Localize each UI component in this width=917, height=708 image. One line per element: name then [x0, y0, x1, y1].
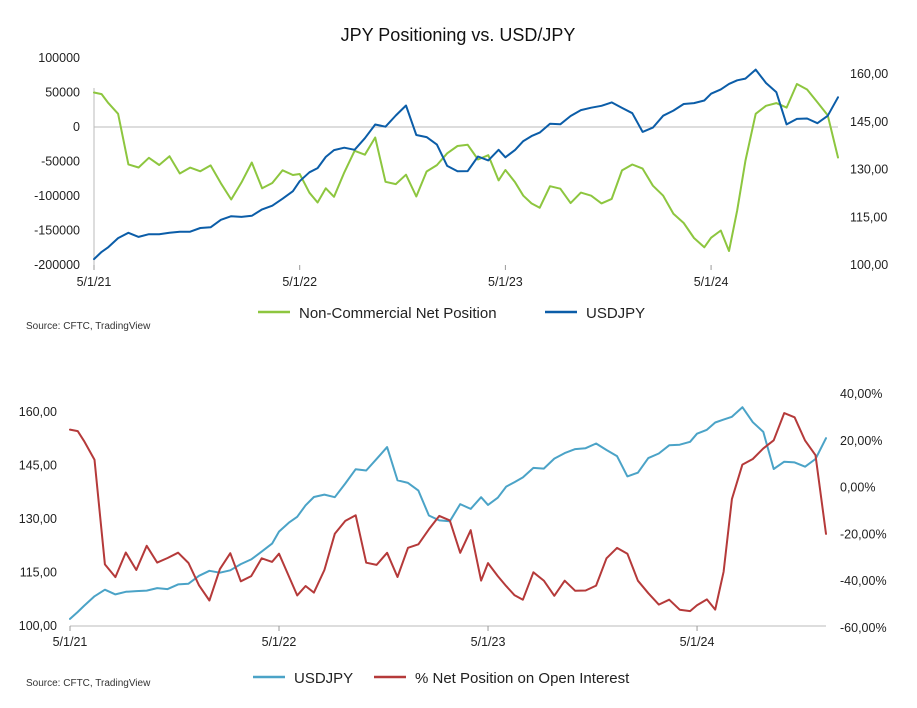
- right-axis-tick-label: 40,00%: [840, 387, 882, 401]
- right-axis-tick-label: 145,00: [850, 115, 888, 129]
- x-axis-tick-label: 5/1/21: [77, 275, 112, 289]
- left-axis-tick-label: 160,00: [19, 405, 57, 419]
- top-right-axis-ticks: 160,00 145,00 130,00 115,00 100,00: [850, 67, 888, 272]
- bottom-legend: USDJPY % Net Position on Open Interest: [253, 670, 630, 687]
- right-axis-tick-label: 20,00%: [840, 434, 882, 448]
- right-axis-tick-label: 160,00: [850, 67, 888, 81]
- right-axis-tick-label: 115,00: [850, 210, 887, 224]
- x-axis-tick-label: 5/1/21: [53, 635, 88, 649]
- bottom-series-group: [69, 406, 827, 620]
- x-axis-tick-label: 5/1/24: [680, 635, 715, 649]
- bottom-right-axis-ticks: 40,00% 20,00% 0,00% -20,00% -40,00% -60,00%: [840, 387, 887, 635]
- legend-label-usdjpy: USDJPY: [586, 305, 645, 322]
- top-series-group: [93, 68, 839, 261]
- left-axis-tick-label: 100,00: [19, 619, 57, 633]
- right-axis-tick-label: -40,00%: [840, 574, 887, 588]
- top-legend: Non-Commercial Net Position USDJPY: [258, 305, 645, 322]
- x-axis-tick-label: 5/1/23: [471, 635, 506, 649]
- legend-label-usdjpy: USDJPY: [294, 670, 353, 687]
- bottom-x-axis-ticks: 5/1/21 5/1/22 5/1/23 5/1/24: [53, 626, 715, 649]
- series-line-usdjpy: [69, 406, 827, 620]
- x-axis-tick-label: 5/1/22: [282, 275, 317, 289]
- x-axis-tick-label: 5/1/24: [694, 275, 729, 289]
- top-x-axis-ticks: 5/1/21 5/1/22 5/1/23 5/1/24: [77, 265, 729, 289]
- series-line-net-position-on-open-interest: [69, 412, 827, 613]
- left-axis-tick-label: 145,00: [19, 459, 57, 473]
- right-axis-tick-label: 0,00%: [840, 481, 875, 495]
- x-axis-tick-label: 5/1/22: [262, 635, 297, 649]
- top-chart: JPY Positioning vs. USD/JPY 100000 50000 0…: [26, 25, 888, 332]
- source-note: Source: CFTC, TradingView: [26, 321, 151, 332]
- left-axis-tick-label: -50000: [41, 155, 80, 169]
- right-axis-tick-label: 100,00: [850, 258, 888, 272]
- right-axis-tick-label: -60,00%: [840, 621, 887, 635]
- x-axis-tick-label: 5/1/23: [488, 275, 523, 289]
- chart-title: JPY Positioning vs. USD/JPY: [341, 25, 576, 45]
- top-left-axis-ticks: 100000 50000 0 -50000 -100000 -150000 -200000: [34, 51, 80, 272]
- left-axis-tick-label: -150000: [34, 224, 80, 238]
- left-axis-tick-label: 0: [73, 120, 80, 134]
- bottom-chart: 160,00 145,00 130,00 115,00 100,00 40,00% 20,…: [19, 387, 887, 689]
- left-axis-tick-label: -200000: [34, 258, 80, 272]
- left-axis-tick-label: 115,00: [20, 566, 57, 580]
- right-axis-tick-label: -20,00%: [840, 527, 887, 541]
- bottom-left-axis-ticks: 160,00 145,00 130,00 115,00 100,00: [19, 405, 57, 633]
- series-line-usdjpy: [93, 68, 839, 261]
- legend-label-pct-net-position: % Net Position on Open Interest: [415, 670, 630, 687]
- legend-label-net-position: Non-Commercial Net Position: [299, 305, 497, 322]
- left-axis-tick-label: 130,00: [19, 512, 57, 526]
- left-axis-tick-label: -100000: [34, 189, 80, 203]
- left-axis-tick-label: 100000: [38, 51, 80, 65]
- right-axis-tick-label: 130,00: [850, 163, 888, 177]
- series-line-non-commercial-net-position: [93, 83, 839, 252]
- left-axis-tick-label: 50000: [45, 86, 80, 100]
- source-note: Source: CFTC, TradingView: [26, 678, 151, 689]
